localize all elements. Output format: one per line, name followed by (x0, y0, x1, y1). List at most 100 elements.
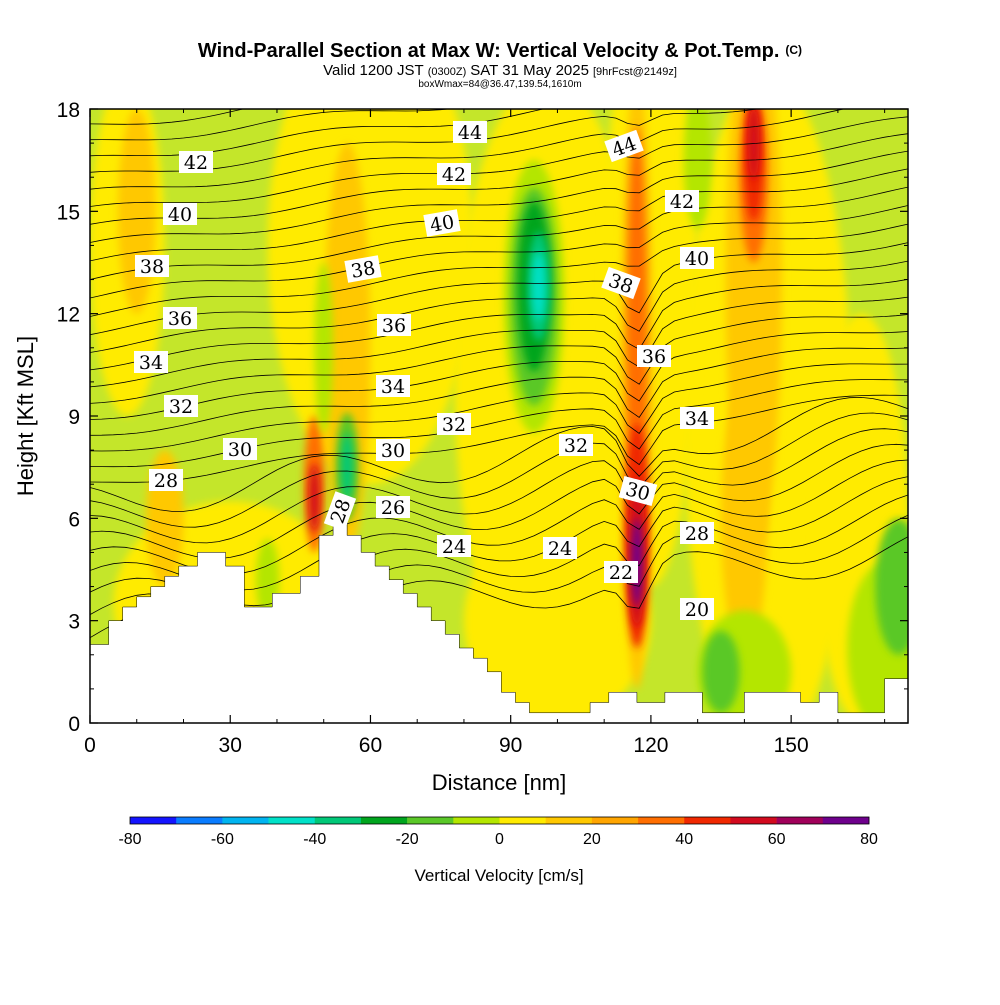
theta-contour-label: 32 (559, 434, 593, 457)
colorbar: -80 -60 -40 -20 0 20 40 60 80 (118, 816, 878, 848)
theta-contour-line (90, 347, 908, 436)
colorbar-swatch (591, 817, 639, 824)
velocity-cell (875, 518, 908, 655)
velocity-cell (314, 262, 334, 434)
chart-title: Wind-Parallel Section at Max W: Vertical… (198, 40, 802, 62)
y-tick-label: 9 (68, 406, 80, 429)
svg-text:42: 42 (442, 164, 466, 186)
y-tick-label: 0 (68, 713, 80, 736)
theta-contour-label: 42 (665, 190, 699, 213)
theta-contour-label: 20 (680, 598, 714, 621)
colorbar-swatch (130, 817, 177, 824)
theta-contour-line (90, 109, 453, 141)
svg-text:38: 38 (140, 256, 164, 278)
svg-text:20: 20 (685, 599, 709, 621)
theta-contour-label: 30 (376, 439, 410, 462)
theta-contour-line (90, 363, 908, 452)
svg-text:24: 24 (442, 536, 466, 558)
theta-contour-line (90, 168, 908, 262)
theta-contour-line (90, 278, 908, 371)
svg-text:38: 38 (349, 257, 377, 283)
theta-contour-line (90, 260, 908, 353)
theta-contour-label: 36 (377, 314, 411, 337)
colorbar-tick-label: -80 (118, 831, 141, 848)
colorbar-swatch (176, 817, 223, 824)
svg-text:30: 30 (381, 440, 405, 462)
theta-contour-label: 34 (680, 407, 714, 430)
colorbar-tick-label: -60 (211, 831, 234, 848)
theta-contour-label: 42 (179, 151, 213, 174)
theta-contour-line (90, 314, 908, 404)
colorbar-swatch (499, 817, 546, 824)
colorbar-swatch (314, 817, 362, 824)
theta-contour-line (90, 109, 846, 190)
colorbar-swatch (545, 817, 593, 824)
svg-text:36: 36 (642, 346, 666, 368)
colorbar-swatch (730, 817, 777, 824)
theta-contour-label: 38 (135, 255, 169, 278)
theta-contour-line (90, 150, 908, 243)
svg-text:40: 40 (168, 204, 192, 226)
theta-contour-line (90, 331, 908, 420)
colorbar-tick-label: 60 (768, 831, 786, 848)
svg-text:42: 42 (184, 152, 208, 174)
x-tick-label: 120 (633, 734, 668, 757)
theta-contour-label: 40 (680, 247, 714, 270)
colorbar-tick-label: -40 (303, 831, 326, 848)
svg-text:28: 28 (154, 470, 178, 492)
svg-text:32: 32 (564, 435, 588, 457)
theta-contour-line (90, 109, 760, 173)
theta-contour-line (90, 133, 908, 225)
colorbar-swatch (360, 817, 408, 824)
colorbar-tick-label: 20 (583, 831, 601, 848)
svg-text:40: 40 (428, 211, 456, 237)
theta-contour-line (90, 412, 908, 528)
svg-text:36: 36 (168, 308, 192, 330)
x-tick-label: 150 (774, 734, 809, 757)
theta-contour-label: 30 (223, 438, 257, 461)
svg-text:32: 32 (169, 396, 193, 418)
colorbar-label: Vertical Velocity [cm/s] (414, 866, 583, 885)
svg-text:24: 24 (548, 538, 572, 560)
colorbar-frame (129, 816, 870, 825)
colorbar-swatch (684, 817, 731, 824)
colorbar-tick-label: 0 (495, 831, 504, 848)
velocity-cell (323, 143, 371, 553)
theta-contour-label: 40 (423, 209, 461, 237)
theta-contour-label: 32 (164, 395, 198, 418)
y-tick-label: 12 (57, 304, 80, 327)
theta-contour-label: 42 (437, 163, 471, 186)
colorbar-swatch (776, 817, 824, 824)
theta-contour-label: 32 (437, 413, 471, 436)
theta-contour-label: 34 (134, 351, 168, 374)
theta-contour-label: 36 (163, 307, 197, 330)
y-tick-label: 15 (57, 201, 80, 224)
svg-text:32: 32 (442, 414, 466, 436)
theta-contour-line (90, 109, 642, 157)
theta-contour-line (90, 186, 908, 280)
theta-contour-label: 34 (376, 375, 410, 398)
svg-text:42: 42 (670, 191, 694, 213)
colorbar-tick-label: 80 (860, 831, 878, 848)
x-tick-label: 90 (499, 734, 522, 757)
theta-contour-label: 28 (149, 469, 183, 492)
velocity-cell (702, 630, 740, 713)
theta-contour-line (90, 443, 908, 560)
svg-text:34: 34 (685, 408, 709, 430)
colorbar-swatch (822, 817, 870, 824)
theta-contour-line (90, 396, 908, 512)
svg-text:36: 36 (382, 315, 406, 337)
colorbar-swatch (638, 817, 685, 824)
theta-contour-label: 22 (604, 561, 638, 584)
theta-contour-label: 36 (637, 345, 671, 368)
theta-contour-line (90, 394, 908, 483)
velocity-cell (341, 433, 353, 502)
svg-text:26: 26 (381, 497, 405, 519)
svg-text:28: 28 (685, 523, 709, 545)
svg-text:40: 40 (685, 248, 709, 270)
x-axis-label: Distance [nm] (432, 770, 567, 795)
x-tick-label: 30 (219, 734, 242, 757)
theta-contours (90, 109, 908, 639)
